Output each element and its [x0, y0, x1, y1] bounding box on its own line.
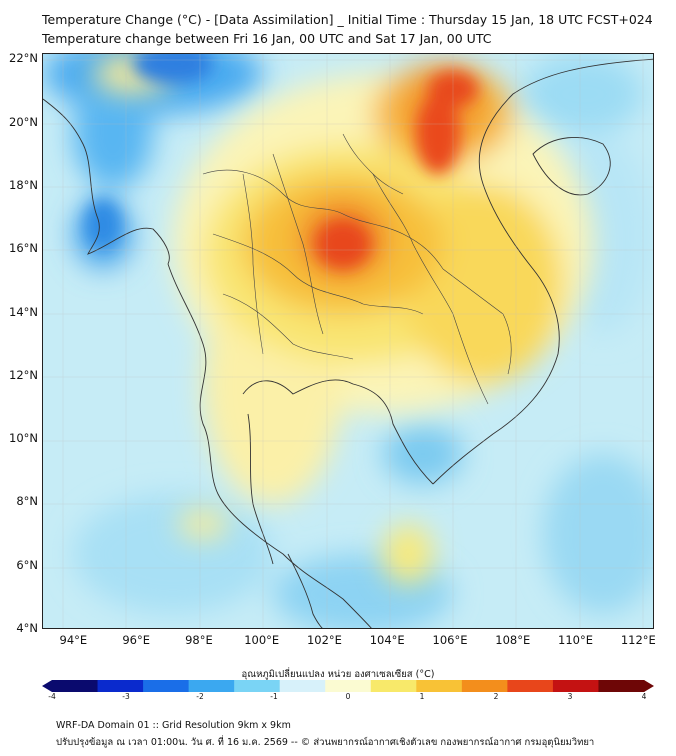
colorbar-segment [279, 680, 326, 692]
colorbar-tick-label: -4 [48, 692, 56, 701]
colorbar-segment [143, 680, 190, 692]
colorbar-segment [416, 680, 463, 692]
footer-update-info: ปรับปรุงข้อมูล ณ เวลา 01:00น. วัน ศ. ที่… [56, 737, 595, 748]
colorbar-tick-label: 2 [493, 692, 499, 701]
colorbar-segment [234, 680, 281, 692]
lat-label: 18°N [9, 177, 38, 192]
coastlines [43, 58, 653, 628]
colorbar-tick-label: -3 [122, 692, 130, 701]
colorbar-min-arrow [42, 680, 52, 692]
footer-model-info: WRF-DA Domain 01 :: Grid Resolution 9km … [56, 720, 291, 731]
colorbar-segment [507, 680, 554, 692]
map-canvas [43, 54, 653, 628]
colorbar-segment [188, 680, 235, 692]
map-subtitle: Temperature change between Fri 16 Jan, 0… [42, 31, 492, 46]
colorbar-tick-label: 4 [641, 692, 647, 701]
lon-label: 102°E [306, 633, 342, 647]
colorbar-tick-label: 1 [419, 692, 425, 701]
colorbar-segment [461, 680, 508, 692]
lat-label: 10°N [9, 431, 38, 446]
colorbar [42, 680, 654, 692]
lat-label: 6°N [16, 557, 38, 572]
colorbar-segment [325, 680, 372, 692]
lon-label: 112°E [620, 633, 656, 647]
colorbar-tick-label: 0 [345, 692, 351, 701]
lon-label: 106°E [432, 633, 468, 647]
colorbar-tick-label: -2 [196, 692, 204, 701]
graticule [43, 54, 653, 628]
colorbar-segment [552, 680, 599, 692]
colorbar-tick-label: -1 [270, 692, 278, 701]
lon-label: 104°E [369, 633, 405, 647]
lon-label: 110°E [558, 633, 594, 647]
lat-label: 14°N [9, 304, 38, 319]
province-borders [202, 133, 512, 405]
colorbar-segment [598, 680, 645, 692]
colorbar-max-arrow [644, 680, 654, 692]
lon-label: 98°E [185, 633, 213, 647]
colorbar-tick-label: 3 [567, 692, 573, 701]
lat-label: 12°N [9, 367, 38, 382]
lat-label: 20°N [9, 114, 38, 129]
temperature-change-map [42, 53, 654, 629]
colorbar-segment [52, 680, 99, 692]
lon-label: 108°E [495, 633, 531, 647]
colorbar-segment [97, 680, 144, 692]
lat-label: 8°N [16, 494, 38, 509]
lon-label: 100°E [244, 633, 280, 647]
lat-label: 4°N [16, 621, 38, 635]
lat-label: 16°N [9, 241, 38, 256]
lon-label: 94°E [59, 633, 88, 647]
hot-core-field [85, 54, 478, 269]
colorbar-title: อุณหภูมิเปลี่ยนแปลง หน่วย องศาเซลเซียส (… [241, 669, 435, 680]
map-title: Temperature Change (°C) - [Data Assimila… [42, 12, 653, 27]
lon-label: 96°E [122, 633, 150, 647]
colorbar-segment [370, 680, 417, 692]
lat-label: 22°N [9, 51, 38, 66]
